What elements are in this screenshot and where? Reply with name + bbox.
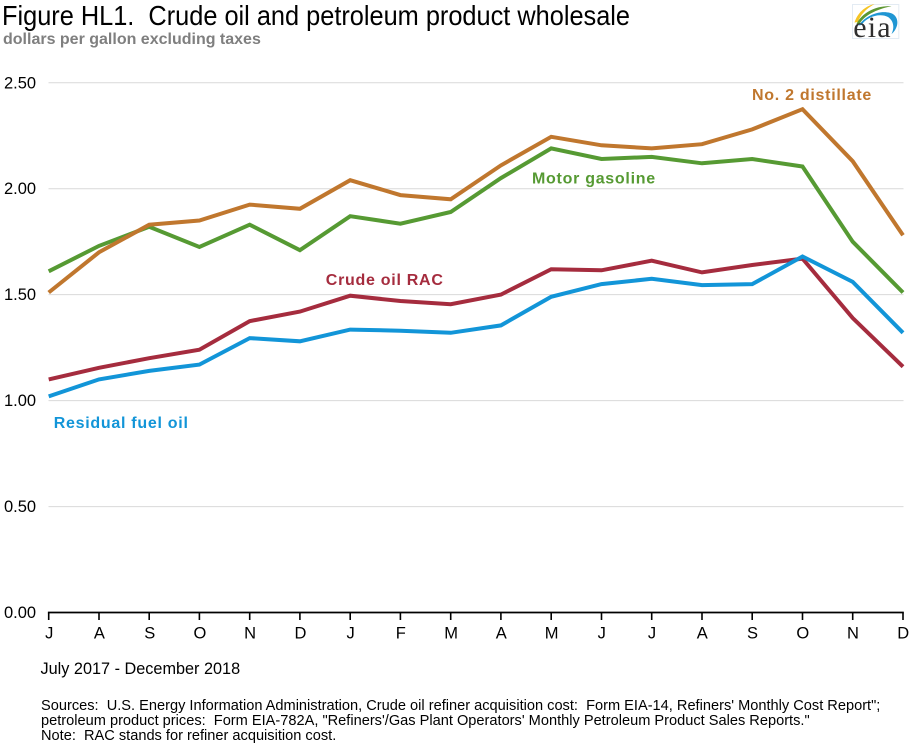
svg-text:S: S [144, 625, 155, 643]
svg-text:A: A [697, 625, 708, 643]
svg-text:Residual fuel oil: Residual fuel oil [54, 415, 189, 432]
svg-text:M: M [545, 625, 559, 643]
svg-text:Motor gasoline: Motor gasoline [532, 170, 656, 187]
svg-text:S: S [747, 625, 758, 643]
svg-text:J: J [598, 625, 606, 643]
svg-text:D: D [294, 625, 306, 643]
svg-text:J: J [45, 625, 53, 643]
svg-text:2.50: 2.50 [4, 74, 36, 92]
svg-text:1.00: 1.00 [4, 392, 36, 410]
svg-text:eia: eia [853, 11, 892, 42]
svg-text:D: D [897, 625, 909, 643]
svg-text:Crude oil RAC: Crude oil RAC [326, 272, 444, 289]
svg-text:O: O [796, 625, 809, 643]
svg-text:No. 2 distillate: No. 2 distillate [752, 87, 872, 104]
svg-text:J: J [648, 625, 656, 643]
svg-text:M: M [444, 625, 458, 643]
svg-text:0.50: 0.50 [4, 498, 36, 516]
svg-text:1.50: 1.50 [4, 286, 36, 304]
svg-text:F: F [396, 625, 406, 643]
svg-text:N: N [847, 625, 859, 643]
svg-text:2.00: 2.00 [4, 180, 36, 198]
svg-text:A: A [94, 625, 105, 643]
svg-text:O: O [193, 625, 206, 643]
svg-text:A: A [496, 625, 507, 643]
svg-text:N: N [244, 625, 256, 643]
svg-text:J: J [346, 625, 354, 643]
svg-text:0.00: 0.00 [4, 604, 36, 622]
